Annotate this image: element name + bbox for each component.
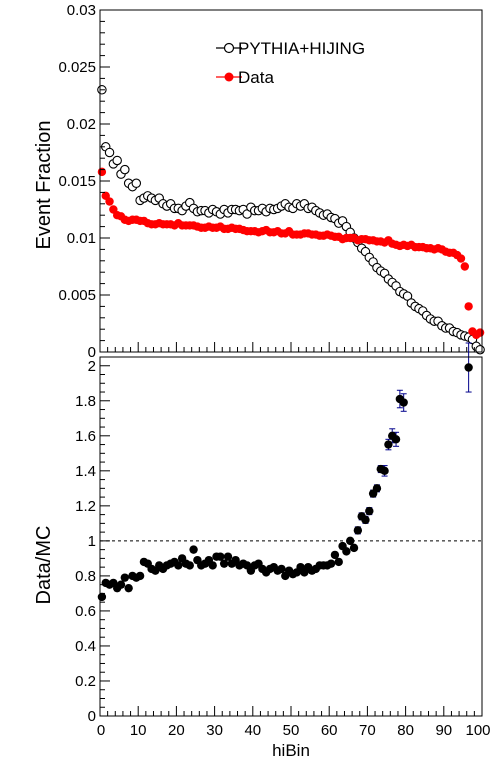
ratio-point <box>277 564 286 574</box>
ratio-point <box>185 561 194 570</box>
pythia-hijing-point <box>120 164 130 175</box>
ratio-point <box>330 550 340 560</box>
ratio-point <box>342 547 351 556</box>
pythia-hijing-point <box>131 178 142 189</box>
legend-label-data: Data <box>238 68 274 87</box>
pythia-hijing-point <box>104 147 115 158</box>
ratio-point <box>189 545 198 554</box>
bottom-x-tick-label: 60 <box>321 722 338 739</box>
data-point <box>105 197 114 206</box>
bottom-y-tick-label: 1 <box>88 533 96 550</box>
data-point <box>456 254 466 263</box>
data-point <box>97 167 107 177</box>
legend-marker-data <box>224 72 234 82</box>
event-fraction-panel: 0 0.005 0.01 0.015 0.02 0.025 0.03 Event Fract… <box>33 2 485 361</box>
top-y-tick-label: 0.015 <box>58 173 96 190</box>
ratio-point <box>349 543 359 553</box>
top-y-axis-label: Event Fraction <box>33 121 55 250</box>
ratio-point <box>124 583 133 593</box>
bottom-y-tick-label: 0.2 <box>75 673 96 690</box>
bottom-y-tick-label: 1.6 <box>75 428 96 445</box>
legend-label-pythia-hijing: PYTHIA+HIJING <box>238 39 365 58</box>
ratio-point <box>219 559 229 568</box>
ratio-point <box>365 506 374 516</box>
bottom-x-tick-label: 40 <box>244 722 261 739</box>
legend-entry-data: Data <box>216 68 274 87</box>
data-point <box>464 302 473 311</box>
ratio-point <box>174 561 183 570</box>
ratio-point <box>399 398 408 407</box>
data-point <box>475 328 485 337</box>
bottom-y-axis: 0 0.2 0.4 0.6 0.8 1 1.2 1.4 1.6 1.8 2 <box>75 356 110 725</box>
pythia-hijing-series <box>97 85 485 355</box>
bottom-x-tick-label: 30 <box>206 722 223 739</box>
pythia-hijing-point <box>112 155 122 166</box>
data-point <box>460 262 470 271</box>
bottom-y-axis-label: Data/MC <box>33 526 55 605</box>
ratio-point <box>353 526 363 535</box>
ratio-point <box>326 559 336 568</box>
ratio-point <box>116 580 126 589</box>
bottom-x-tick-label: 70 <box>359 722 376 739</box>
bottom-x-tick-label: 90 <box>435 722 452 739</box>
ratio-point <box>464 363 473 372</box>
ratio-point <box>135 571 145 581</box>
pythia-hijing-point <box>475 344 485 355</box>
bottom-y-tick-label: 1.8 <box>75 393 96 410</box>
ratio-point <box>372 484 382 493</box>
top-y-tick-label: 0 <box>88 344 96 361</box>
top-y-tick-label: 0.02 <box>67 116 96 133</box>
bottom-x-tick-label: 20 <box>168 722 185 739</box>
bottom-y-tick-label: 1.2 <box>75 498 96 515</box>
bottom-y-tick-label: 2 <box>88 358 96 375</box>
bottom-x-tick-label: 0 <box>97 722 105 739</box>
bottom-y-tick-label: 0.4 <box>75 638 96 655</box>
ratio-point <box>120 573 130 582</box>
ratio-point <box>384 440 393 449</box>
bottom-x-axis: 0 10 20 30 40 50 60 70 80 90 100 <box>97 706 491 739</box>
ratio-point <box>361 515 370 525</box>
bottom-y-tick-label: 0.6 <box>75 603 96 620</box>
ratio-point <box>391 435 401 444</box>
legend: PYTHIA+HIJING Data <box>216 39 365 87</box>
bottom-x-tick-label: 10 <box>130 722 147 739</box>
ratio-panel: 0 0.2 0.4 0.6 0.8 1 1.2 1.4 1.6 1.8 2 0 10 20 30 40 50 6… <box>33 342 491 760</box>
ratio-point <box>97 592 107 602</box>
bottom-y-tick-label: 0.8 <box>75 568 96 585</box>
bottom-x-tick-label: 100 <box>465 722 490 739</box>
ratio-point <box>334 557 343 567</box>
top-y-tick-label: 0.005 <box>58 287 96 304</box>
bottom-x-tick-label: 80 <box>397 722 414 739</box>
top-x-axis <box>99 342 483 352</box>
data-series <box>97 167 485 340</box>
ratio-series <box>97 363 473 602</box>
legend-entry-pythia-hijing: PYTHIA+HIJING <box>216 39 365 58</box>
top-y-tick-label: 0.03 <box>67 2 96 19</box>
legend-marker-pythia-hijing <box>223 42 235 54</box>
top-y-tick-label: 0.01 <box>67 230 96 247</box>
x-axis-label: hiBin <box>272 741 310 760</box>
ratio-point <box>216 552 225 561</box>
ratio-point <box>346 536 355 546</box>
ratio-point <box>380 466 389 476</box>
bottom-y-tick-label: 0 <box>88 708 96 725</box>
ratio-point <box>223 552 233 561</box>
top-y-axis: 0 0.005 0.01 0.015 0.02 0.025 0.03 <box>58 2 110 361</box>
ratio-point <box>208 561 217 570</box>
bottom-y-tick-label: 1.4 <box>75 463 96 480</box>
top-y-tick-label: 0.025 <box>58 59 96 76</box>
bottom-x-tick-label: 50 <box>283 722 300 739</box>
